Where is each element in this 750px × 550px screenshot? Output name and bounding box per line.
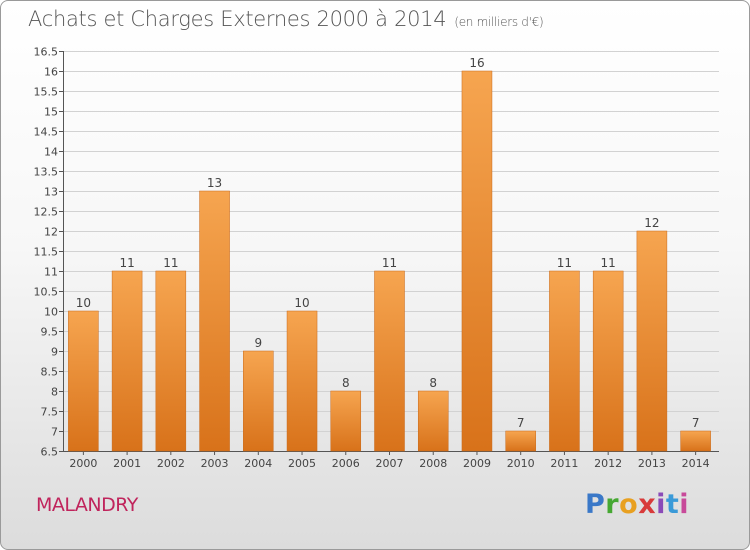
- logo-letter: x: [638, 489, 657, 520]
- y-tick-label: 9: [51, 346, 58, 359]
- y-tick-label: 14: [44, 146, 58, 159]
- bar: [286, 310, 318, 452]
- logo-letter: r: [605, 489, 620, 520]
- bar: [461, 70, 493, 452]
- proxiti-logo: Proxiti: [585, 489, 689, 520]
- y-tick-label: 7: [51, 426, 58, 439]
- commune-name: MALANDRY: [36, 494, 138, 516]
- y-tick-label: 12: [44, 226, 58, 239]
- bar-value-label: 11: [557, 256, 572, 270]
- y-tick-label: 15: [44, 106, 58, 119]
- bar-value-label: 9: [254, 336, 262, 350]
- x-tick-label: 2007: [376, 457, 404, 470]
- y-tick-label: 6.5: [41, 446, 59, 459]
- bar: [417, 390, 449, 452]
- x-tick-label: 2013: [638, 457, 666, 470]
- y-tick-label: 16: [44, 66, 58, 79]
- bar-value-label: 11: [163, 256, 178, 270]
- bar-value-label: 8: [429, 376, 437, 390]
- bar-value-label: 13: [207, 176, 222, 190]
- y-tick-label: 16.5: [34, 46, 59, 59]
- bar: [330, 390, 362, 452]
- x-tick-label: 2011: [550, 457, 578, 470]
- bar-value-label: 11: [119, 256, 134, 270]
- y-tick-label: 10: [44, 306, 58, 319]
- bar-value-label: 10: [76, 296, 91, 310]
- bar: [111, 270, 143, 452]
- x-tick-label: 2010: [507, 457, 535, 470]
- bar: [199, 190, 230, 452]
- x-tick-label: 2014: [682, 457, 710, 470]
- bar: [155, 270, 187, 452]
- bar: [505, 430, 536, 452]
- x-tick-label: 2012: [594, 457, 622, 470]
- bar: [549, 270, 580, 452]
- logo-letter: t: [665, 489, 680, 520]
- y-tick-label: 9.5: [41, 326, 59, 339]
- y-tick-label: 14.5: [34, 126, 59, 139]
- x-tick-label: 2002: [157, 457, 185, 470]
- logo-letter: P: [585, 489, 606, 520]
- y-tick-label: 15.5: [34, 86, 59, 99]
- bar-value-label: 7: [692, 416, 700, 430]
- logo-letter: o: [619, 489, 639, 520]
- y-tick-label: 8: [51, 386, 58, 399]
- bar: [68, 310, 99, 452]
- chart-title: Achats et Charges Externes 2000 à 2014 (e…: [28, 7, 544, 31]
- chart-subtitle: (en milliers d'€): [454, 15, 544, 29]
- x-tick-label: 2009: [463, 457, 491, 470]
- bar-value-label: 10: [294, 296, 309, 310]
- x-tick-label: 2001: [113, 457, 141, 470]
- y-tick-label: 7.5: [41, 406, 59, 419]
- y-tick-label: 8.5: [41, 366, 59, 379]
- x-tick-label: 2003: [201, 457, 229, 470]
- bar-value-label: 12: [644, 216, 659, 230]
- y-tick-label: 11: [44, 266, 58, 279]
- y-tick-label: 11.5: [34, 246, 59, 259]
- bar-value-label: 11: [382, 256, 397, 270]
- bar: [243, 350, 274, 452]
- x-tick-label: 2006: [332, 457, 360, 470]
- x-tick-label: 2005: [288, 457, 316, 470]
- bar: [592, 270, 624, 452]
- logo-letter: i: [679, 489, 690, 520]
- bar: [636, 230, 668, 452]
- x-tick-label: 2008: [419, 457, 447, 470]
- y-tick-label: 13: [44, 186, 58, 199]
- x-tick-label: 2000: [69, 457, 97, 470]
- bar: [374, 270, 405, 452]
- logo-letter: i: [656, 489, 666, 520]
- y-tick-label: 12.5: [34, 206, 59, 219]
- bar: [680, 430, 711, 452]
- x-tick-label: 2004: [244, 457, 272, 470]
- bar-value-label: 11: [601, 256, 616, 270]
- chart-title-text: Achats et Charges Externes 2000 à 2014: [28, 7, 447, 31]
- bar-value-label: 16: [469, 56, 484, 70]
- y-tick-label: 10.5: [34, 286, 59, 299]
- bar-value-label: 8: [342, 376, 350, 390]
- bar-value-label: 7: [517, 416, 525, 430]
- y-tick-label: 13.5: [34, 166, 59, 179]
